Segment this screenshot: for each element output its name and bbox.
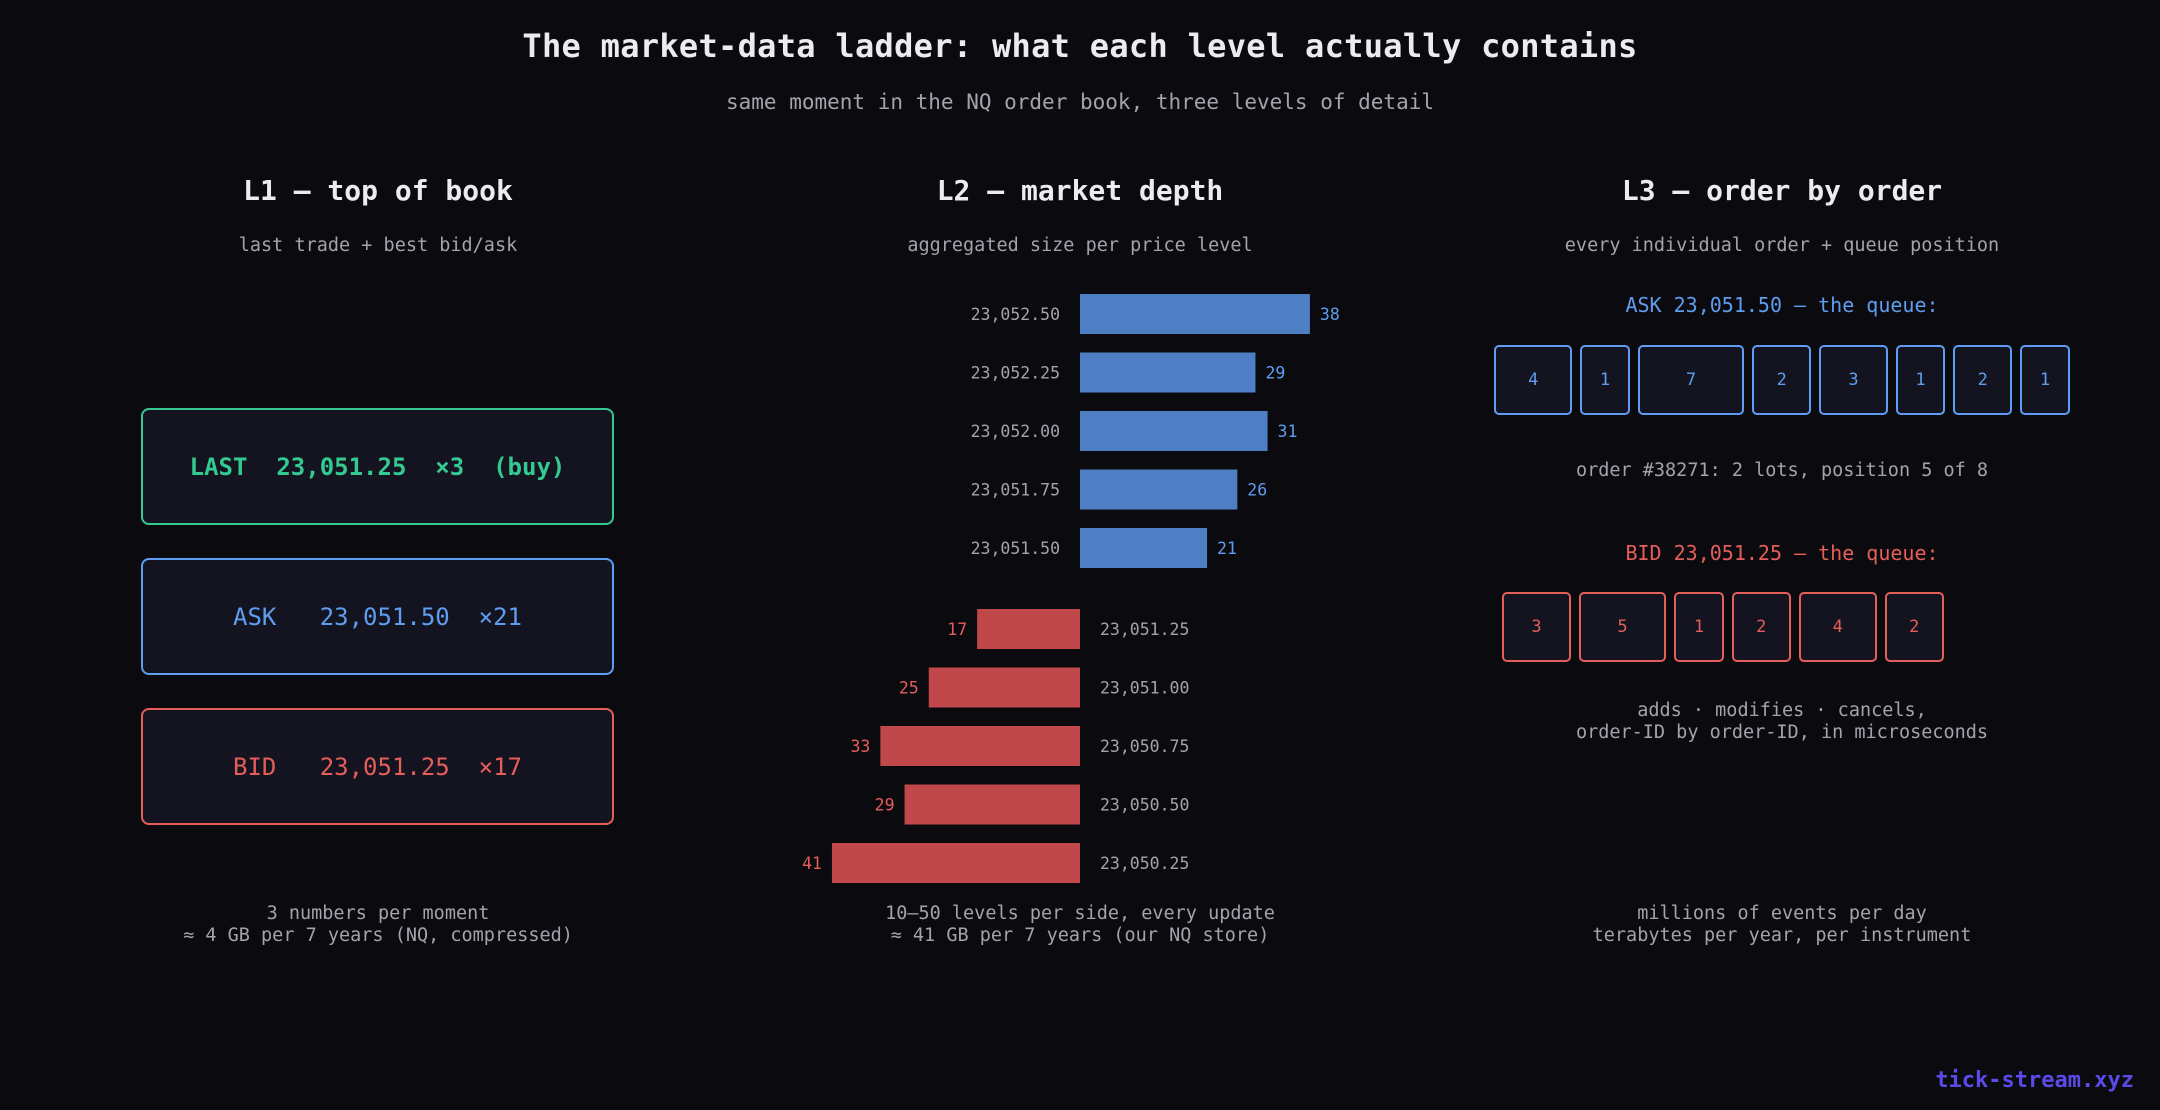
last-trade-text: LAST 23,051.25 ×3 (buy) [189,452,566,481]
bid-depth-bar [928,667,1080,708]
bid-price-label: 23,050.75 [1100,737,1189,756]
bid-queue-order: 1 [1674,592,1724,662]
l1-heading: L1 — top of book [243,174,513,207]
ask-depth-bar [1080,528,1208,568]
order-note: order #38271: 2 lots, position 5 of 8 [1575,460,1989,481]
ask-queue-order: 1 [2020,345,2070,415]
bid-queue-order: 3 [1502,592,1571,662]
l2-footer-line1: 10–50 levels per side, every update [885,903,1275,924]
ask-price-label: 23,052.50 [971,305,1060,324]
ask-queue-order: 4 [1494,345,1573,415]
ask-price-label: 23,051.50 [971,539,1060,558]
l3-footer-line2: terabytes per year, per instrument [1592,925,1972,946]
best-ask-text: ASK 23,051.50 ×21 [233,602,522,631]
bid-queue-label: BID 23,051.25 — the queue: [1625,541,1939,565]
ask-price-label: 23,052.25 [971,364,1060,383]
l3-subheading: every individual order + queue position [1564,235,2000,256]
best-ask-box: ASK 23,051.50 ×21 [141,558,614,675]
best-bid-text: BID 23,051.25 ×17 [233,752,522,781]
l2-footer: 10–50 levels per side, every update ≈ 41… [730,903,1430,947]
bid-size-label: 17 [947,620,967,639]
ask-queue-order: 3 [1819,345,1888,415]
l1-footer-line2: ≈ 4 GB per 7 years (NQ, compressed) [183,925,573,946]
bid-size-label: 33 [850,737,870,756]
l2-subheading: aggregated size per price level [907,235,1253,256]
ask-depth-bar [1080,411,1268,451]
bid-price-label: 23,050.25 [1100,854,1189,873]
ask-queue-order: 2 [1953,345,2013,415]
ask-queue-order: 2 [1752,345,1812,415]
ask-size-label: 21 [1217,539,1237,558]
bid-queue-order: 2 [1731,592,1791,662]
page-title: The market-data ladder: what each level … [522,27,1638,65]
best-bid-box: BID 23,051.25 ×17 [141,708,614,825]
l3-events-line1: adds · modifies · cancels, [1637,700,1927,721]
l2-footer-line2: ≈ 41 GB per 7 years (our NQ store) [890,925,1270,946]
bid-size-label: 25 [899,679,919,698]
ask-size-label: 38 [1320,305,1340,324]
ask-size-label: 26 [1247,481,1267,500]
l3-heading: L3 — order by order [1621,174,1943,207]
l2-heading: L2 — market depth [936,174,1224,207]
page-subtitle: same moment in the NQ order book, three … [725,90,1434,114]
ask-queue-order: 7 [1637,345,1745,415]
bid-depth-bar [904,784,1080,825]
bid-price-label: 23,051.00 [1100,679,1189,698]
bid-depth-bar [831,843,1080,883]
ask-depth-bar [1080,352,1256,393]
last-trade-box: LAST 23,051.25 ×3 (buy) [141,408,614,525]
bid-queue-order: 4 [1798,592,1877,662]
ask-price-label: 23,051.75 [971,481,1060,500]
bid-queue-order: 5 [1578,592,1667,662]
ask-queue-order: 1 [1895,345,1946,415]
bid-price-label: 23,051.25 [1100,620,1189,639]
ask-queue-label: ASK 23,051.50 — the queue: [1625,293,1939,317]
ask-price-label: 23,052.00 [971,422,1060,441]
ask-depth-bar [1080,469,1238,510]
bid-queue-order: 2 [1884,592,1944,662]
ask-size-label: 29 [1265,364,1285,383]
l3-footer-line1: millions of events per day [1637,903,1927,924]
l3-events-line2: order-ID by order-ID, in microseconds [1575,722,1989,743]
bid-depth-bar [977,609,1080,649]
l3-events-note: adds · modifies · cancels, order-ID by o… [1432,700,2132,744]
ask-size-label: 31 [1278,422,1298,441]
bid-size-label: 41 [802,854,822,873]
ask-depth-bar [1080,294,1310,334]
l1-footer-line1: 3 numbers per moment [266,903,490,924]
ask-queue-order: 1 [1580,345,1630,415]
bid-depth-bar [880,726,1080,766]
bid-size-label: 29 [875,796,895,815]
depth-ladder-chart: 23,052.50 38 23,052.25 29 23,052.00 31 23,051.… [802,294,1340,883]
l1-footer: 3 numbers per moment ≈ 4 GB per 7 years … [28,903,728,947]
l3-footer: millions of events per day terabytes per… [1432,903,2132,947]
brand-watermark: tick-stream.xyz [1935,1068,2134,1093]
l1-subheading: last trade + best bid/ask [238,235,518,256]
bid-price-label: 23,050.50 [1100,796,1189,815]
